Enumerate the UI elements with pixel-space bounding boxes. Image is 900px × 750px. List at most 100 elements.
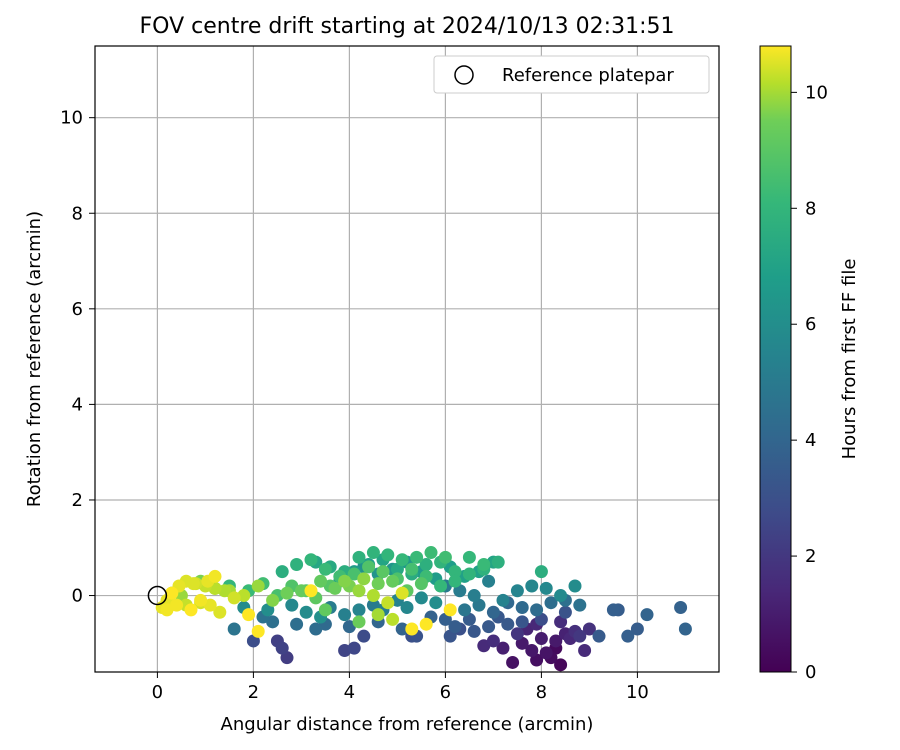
data-point: [482, 574, 496, 588]
data-point: [290, 617, 304, 631]
data-point: [318, 603, 332, 617]
colorbar-tick-label: 6: [805, 314, 816, 335]
data-point: [280, 586, 294, 600]
data-point: [328, 581, 342, 595]
data-point: [352, 550, 366, 564]
data-point: [630, 622, 644, 636]
data-point: [568, 579, 582, 593]
data-point: [366, 546, 380, 560]
data-point: [510, 584, 524, 598]
data-point: [242, 608, 256, 622]
data-point: [429, 596, 443, 610]
data-point: [170, 598, 184, 612]
data-point: [477, 639, 491, 653]
data-point: [482, 620, 496, 634]
x-tick-label: 6: [440, 682, 451, 703]
data-point: [309, 622, 323, 636]
data-point: [414, 577, 428, 591]
y-axis-label: Rotation from reference (arcmin): [24, 211, 45, 507]
data-point: [578, 643, 592, 657]
data-point: [395, 586, 409, 600]
data-point: [299, 605, 313, 619]
data-point: [371, 577, 385, 591]
data-point: [501, 617, 515, 631]
x-tick-label: 10: [626, 682, 649, 703]
x-tick-label: 8: [536, 682, 547, 703]
data-point: [515, 615, 529, 629]
data-point: [405, 622, 419, 636]
data-point: [318, 562, 332, 576]
x-tick-label: 0: [152, 682, 163, 703]
data-point: [458, 603, 472, 617]
data-point: [208, 569, 222, 583]
data-point: [338, 608, 352, 622]
data-point: [352, 615, 366, 629]
data-points: [155, 546, 692, 672]
data-point: [347, 567, 361, 581]
data-point: [366, 589, 380, 603]
data-point: [640, 608, 654, 622]
legend: Reference platepar: [433, 55, 710, 94]
x-tick-label: 4: [344, 682, 355, 703]
colorbar-tick-label: 8: [805, 198, 816, 219]
data-point: [486, 634, 500, 648]
y-axis-ticks: 0 2 4 6 8 10: [60, 108, 95, 607]
data-point: [573, 629, 587, 643]
data-point: [621, 629, 635, 643]
data-point: [534, 632, 548, 646]
data-point: [304, 553, 318, 567]
data-point: [491, 555, 505, 569]
data-point: [381, 596, 395, 610]
data-point: [275, 565, 289, 579]
data-point: [424, 546, 438, 560]
chart-title: FOV centre drift starting at 2024/10/13 …: [140, 14, 675, 39]
data-point: [347, 641, 361, 655]
x-axis-label: Angular distance from reference (arcmin): [221, 714, 594, 735]
data-point: [386, 574, 400, 588]
data-point: [160, 603, 174, 617]
legend-label-reference: Reference platepar: [502, 65, 674, 86]
data-point: [362, 560, 376, 574]
data-point: [266, 615, 280, 629]
data-point: [558, 605, 572, 619]
data-point: [554, 658, 568, 672]
data-point: [573, 598, 587, 612]
x-tick-label: 2: [248, 682, 259, 703]
data-point: [357, 629, 371, 643]
data-point: [414, 591, 428, 605]
colorbar-label: Hours from first FF file: [839, 259, 860, 460]
data-point: [467, 589, 481, 603]
data-point: [203, 598, 217, 612]
data-point: [448, 620, 462, 634]
data-point: [275, 641, 289, 655]
data-point: [678, 622, 692, 636]
data-point: [486, 605, 500, 619]
data-point: [251, 624, 265, 638]
y-tick-label: 4: [72, 394, 83, 415]
data-point: [184, 603, 198, 617]
data-point: [434, 579, 448, 593]
colorbar-tick-label: 2: [805, 546, 816, 567]
colorbar-gradient: [759, 45, 792, 673]
data-point: [462, 567, 476, 581]
data-point: [592, 629, 606, 643]
data-point: [395, 553, 409, 567]
data-point: [549, 634, 563, 648]
data-point: [405, 562, 419, 576]
data-point: [510, 627, 524, 641]
data-point: [314, 574, 328, 588]
y-tick-label: 6: [72, 299, 83, 320]
data-point: [462, 550, 476, 564]
x-axis-ticks: 0 2 4 6 8 10: [152, 672, 649, 703]
data-point: [525, 579, 539, 593]
data-point: [496, 641, 510, 655]
data-point: [467, 624, 481, 638]
data-point: [410, 550, 424, 564]
data-point: [338, 574, 352, 588]
plot-frame: [94, 45, 720, 673]
data-point: [395, 622, 409, 636]
data-point: [342, 620, 356, 634]
reference-platepar-marker: [147, 585, 168, 606]
data-point: [419, 617, 433, 631]
